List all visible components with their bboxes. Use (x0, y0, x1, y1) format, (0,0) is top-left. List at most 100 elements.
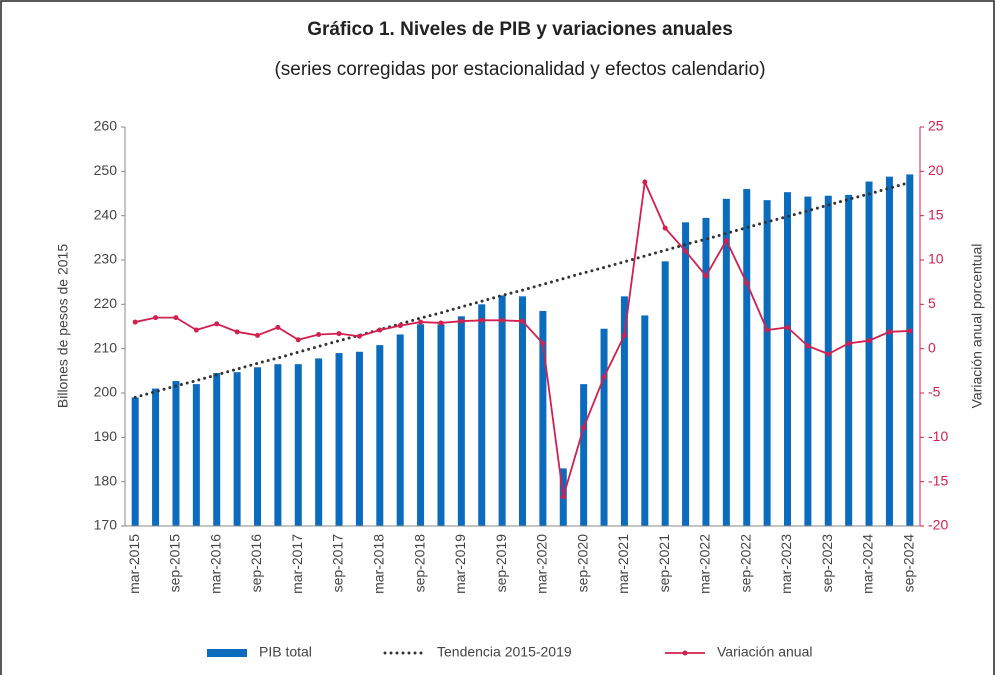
y2-tick-label: -10 (928, 428, 948, 444)
marker (723, 237, 729, 243)
y2-tick-label: -15 (928, 472, 948, 488)
x-tick-label: mar-2017 (289, 534, 305, 594)
y2-tick-label: 10 (928, 251, 944, 267)
y-tick-label: 230 (94, 251, 118, 267)
y-tick-label: 190 (94, 428, 118, 444)
bar (172, 381, 180, 526)
bar (784, 192, 791, 527)
legend-label: PIB total (259, 644, 312, 660)
bar (376, 345, 384, 526)
marker (397, 323, 403, 329)
line (133, 180, 912, 399)
marker (825, 351, 831, 357)
bar (294, 364, 302, 526)
marker (601, 374, 607, 380)
bar (885, 176, 893, 527)
x-tick-label: mar-2015 (126, 534, 142, 594)
chart-title: Gráfico 1. Niveles de PIB y variaciones … (307, 19, 733, 40)
y2-tick-label: -20 (928, 517, 948, 533)
x-tick-label: mar-2018 (371, 534, 387, 594)
bar (702, 217, 710, 526)
marker (173, 315, 179, 321)
y-tick-label: 200 (94, 384, 118, 400)
bar (355, 351, 363, 526)
y-tick-label: 220 (94, 295, 118, 311)
bar (274, 364, 282, 526)
bar (315, 358, 323, 526)
bar (763, 200, 771, 526)
marker (438, 320, 444, 326)
bar (804, 196, 812, 526)
bar (498, 295, 506, 526)
x-tick-label: sep-2017 (330, 534, 346, 593)
legend-swatch (207, 649, 247, 657)
marker (540, 340, 546, 346)
marker (356, 333, 362, 339)
y2-tick-label: 0 (928, 339, 936, 355)
marker (520, 318, 525, 324)
marker (499, 317, 505, 323)
chart-subtitle: (series corregidas por estacionalidad y … (274, 59, 765, 80)
x-tick-label: sep-2022 (737, 534, 753, 593)
marker (316, 331, 322, 337)
bar (580, 384, 588, 526)
bar (192, 384, 200, 526)
marker (132, 319, 138, 325)
y2-tick-label: 25 (928, 118, 944, 134)
marker (846, 340, 852, 346)
x-tick-label: sep-2020 (574, 534, 590, 593)
marker (662, 225, 668, 231)
bar (233, 372, 241, 526)
y-tick-label: 210 (94, 339, 118, 355)
marker (234, 329, 240, 335)
marker (377, 327, 383, 333)
y2-tick-label: 5 (928, 295, 936, 311)
bar (661, 261, 669, 526)
y2-axis-title: Variación anual porcentual (969, 244, 985, 409)
y2-tick-label: 15 (928, 206, 944, 222)
y2-tick-label: -5 (928, 384, 941, 400)
bar (519, 296, 526, 526)
bar (824, 195, 832, 526)
x-tick-label: mar-2016 (207, 534, 223, 594)
bar (539, 310, 547, 526)
marker (275, 324, 281, 330)
y-tick-label: 240 (94, 206, 118, 222)
marker (683, 248, 689, 254)
bar (722, 198, 730, 526)
bar (620, 296, 628, 526)
y-axis-title: Billones de pesos de 2015 (55, 244, 71, 408)
x-tick-label: sep-2021 (656, 534, 672, 593)
marker (153, 315, 159, 321)
x-tick-label: sep-2019 (493, 534, 509, 593)
x-tick-label: mar-2024 (860, 534, 876, 594)
bar (254, 367, 261, 526)
marker (418, 319, 424, 325)
y-tick-label: 260 (94, 118, 118, 134)
bar (457, 316, 465, 526)
marker (255, 332, 260, 338)
marker (214, 321, 220, 327)
x-tick-label: sep-2016 (248, 534, 264, 593)
y-tick-label: 170 (94, 517, 118, 533)
bar (478, 304, 486, 526)
bar (743, 189, 751, 527)
legend-label: Tendencia 2015-2019 (437, 644, 572, 660)
marker (744, 280, 750, 286)
marker (907, 328, 913, 334)
x-tick-label: mar-2022 (697, 534, 713, 594)
bar (152, 388, 160, 526)
marker (479, 317, 485, 323)
marker (458, 318, 464, 324)
marker (581, 425, 587, 431)
marker (642, 179, 648, 185)
bar (845, 194, 853, 526)
bar (437, 324, 445, 526)
marker (336, 331, 342, 337)
bar (906, 174, 914, 527)
marker (193, 327, 199, 333)
x-tick-label: mar-2023 (778, 534, 794, 594)
x-tick-label: mar-2019 (452, 534, 468, 594)
bar (641, 315, 649, 526)
